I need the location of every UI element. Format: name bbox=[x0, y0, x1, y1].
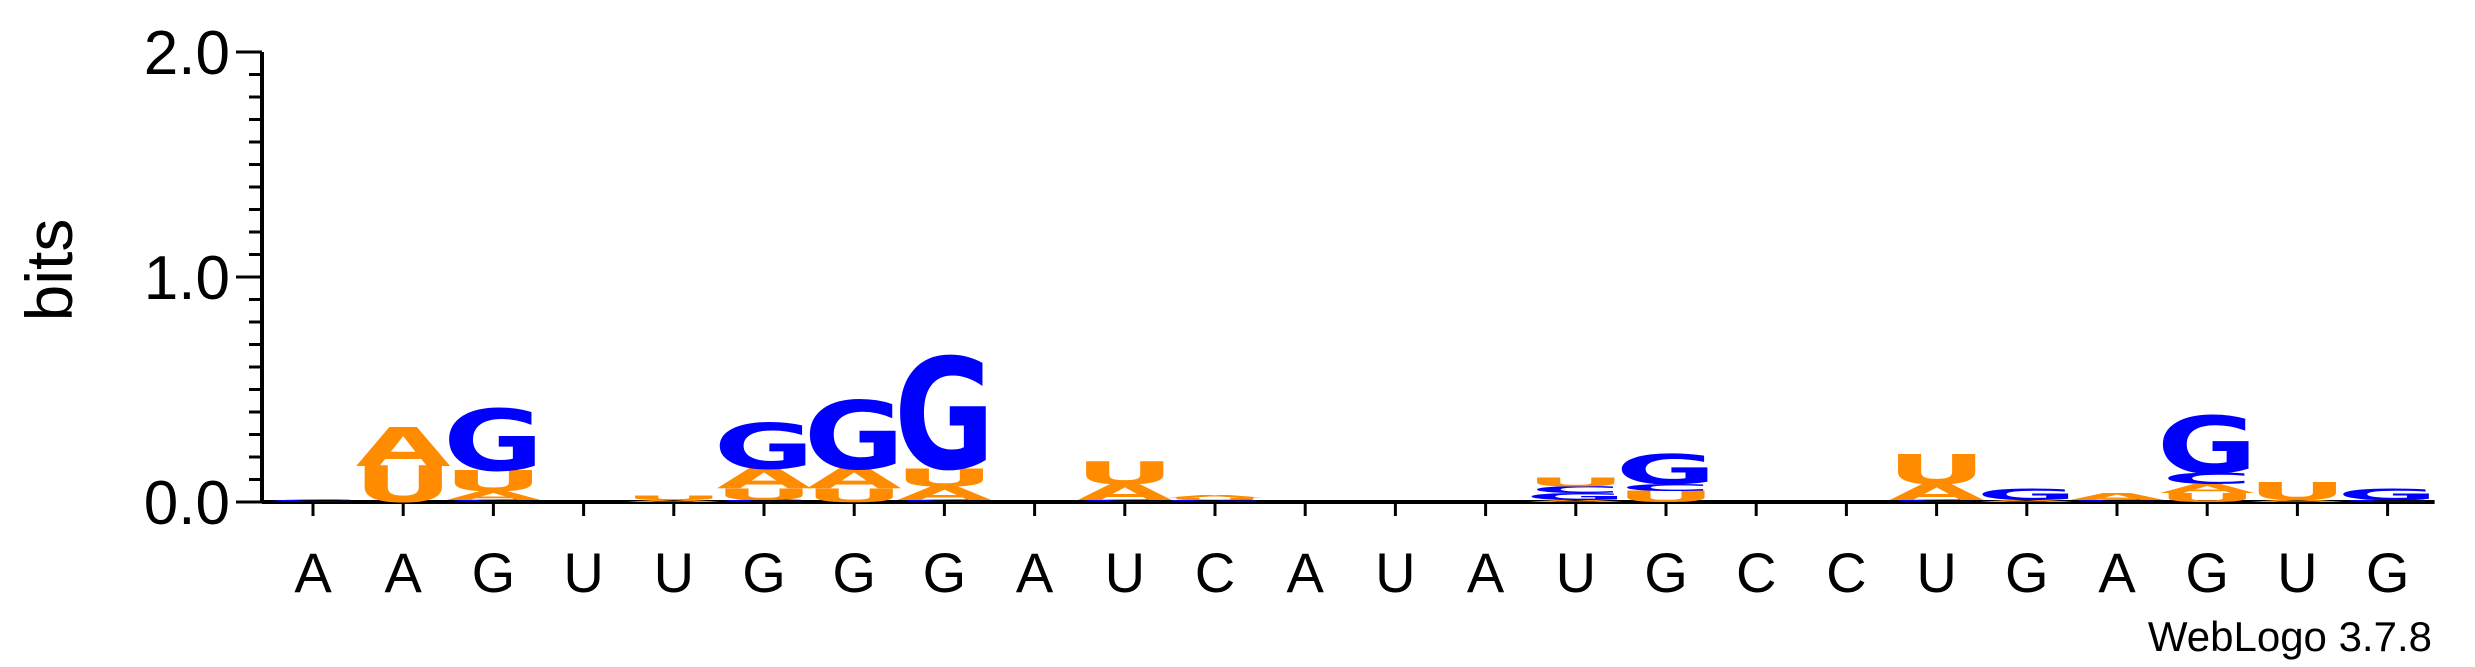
logo-letter-a: A bbox=[446, 488, 542, 503]
logo-letter-g: G bbox=[443, 392, 544, 490]
logo-letter-u: U bbox=[1075, 455, 1175, 491]
logo-letter-a: A bbox=[1167, 495, 1262, 499]
logo-letter-u: U bbox=[2157, 490, 2257, 505]
logo-letter-a: A bbox=[2160, 481, 2256, 496]
x-tick-label: G bbox=[832, 541, 876, 604]
logo-letter-c: C bbox=[2343, 499, 2433, 503]
logo-letter-u: U bbox=[714, 485, 814, 503]
logo-letter-u: U bbox=[1887, 446, 1987, 494]
logo-letter-c: C bbox=[1892, 499, 1982, 503]
y-tick-label: 1.0 bbox=[144, 244, 230, 313]
logo-letter-c: C bbox=[448, 499, 538, 503]
logo-letter-u: U bbox=[353, 456, 453, 514]
logo-letter-u: U bbox=[624, 494, 724, 501]
x-tick-label: A bbox=[294, 541, 332, 604]
x-tick-label: A bbox=[2098, 541, 2136, 604]
logo-letter-c: C bbox=[1531, 484, 1621, 495]
x-tick-label: U bbox=[2277, 541, 2317, 604]
logo-letter-u: U bbox=[1616, 488, 1716, 506]
x-tick-label: U bbox=[1916, 541, 1956, 604]
logo-letter-g: G bbox=[1616, 446, 1717, 494]
y-tick-label: 2.0 bbox=[144, 19, 230, 88]
logo-letter-c: C bbox=[719, 499, 809, 503]
x-tick-label: G bbox=[742, 541, 786, 604]
logo-letter-u: U bbox=[2248, 477, 2348, 506]
x-tick-label: A bbox=[1016, 541, 1054, 604]
logo-letter-g: G bbox=[714, 411, 815, 483]
logo-letter-u: U bbox=[1526, 475, 1626, 490]
x-tick-label: G bbox=[472, 541, 516, 604]
x-tick-label: U bbox=[654, 541, 694, 604]
logo-letter-c: C bbox=[1621, 482, 1711, 493]
x-tick-label: G bbox=[2185, 541, 2229, 604]
logo-letter-u: U bbox=[1165, 497, 1265, 501]
y-ticks: 0.0 1.0 2.0 bbox=[144, 19, 262, 538]
logo-letter-u: U bbox=[804, 485, 904, 507]
logo-letter-c: C bbox=[1080, 499, 1170, 503]
logo-letter-g: G bbox=[2337, 485, 2438, 503]
x-tick-label: G bbox=[1644, 541, 1688, 604]
x-tick-label: G bbox=[2366, 541, 2410, 604]
logo-letter-u: U bbox=[444, 465, 544, 498]
x-tick-label: G bbox=[923, 541, 967, 604]
logo-letter-a: A bbox=[1077, 479, 1172, 505]
x-tick-label: U bbox=[1556, 541, 1596, 604]
logo-letter-a: A bbox=[2250, 499, 2345, 503]
logo-letter-a: A bbox=[1528, 499, 1623, 503]
logo-letter-a: A bbox=[807, 463, 902, 496]
logo-letter-a: A bbox=[626, 499, 721, 503]
logo-letter-g: G bbox=[1976, 485, 2077, 503]
logo-letter-c: C bbox=[268, 499, 358, 503]
logo-letter-a: A bbox=[1979, 499, 2074, 503]
logo-letter-g: G bbox=[894, 326, 995, 505]
logo-letter-a: A bbox=[1889, 479, 1984, 505]
x-tick-label: U bbox=[1105, 541, 1145, 604]
y-axis-label: bits bbox=[12, 219, 86, 322]
x-tick-label: U bbox=[563, 541, 603, 604]
x-tick-label: C bbox=[1195, 541, 1235, 604]
logo-letter-a: A bbox=[897, 482, 992, 504]
logo-letter-a: A bbox=[356, 417, 451, 479]
logo-letter-g: G bbox=[1525, 491, 1626, 502]
logo-letter-c: C bbox=[2072, 499, 2162, 503]
x-tick-label: G bbox=[2005, 541, 2049, 604]
weblogo-credit: WebLogo 3.7.8 bbox=[2148, 613, 2432, 660]
x-tick-label: A bbox=[1467, 541, 1505, 604]
x-tick-label: A bbox=[385, 541, 423, 604]
logo-letter-a: A bbox=[716, 463, 811, 496]
logo-letter-c: C bbox=[2162, 470, 2252, 488]
logo-letter-u: U bbox=[895, 463, 995, 492]
logo-letter-c: C bbox=[899, 499, 989, 503]
logo-letter-a: A bbox=[2069, 491, 2164, 502]
y-tick-label: 0.0 bbox=[144, 469, 230, 538]
logo-letter-g: G bbox=[804, 382, 905, 491]
logo-letter-g: G bbox=[2157, 401, 2258, 492]
x-tick-label: U bbox=[1375, 541, 1415, 604]
x-tick-label: C bbox=[1826, 541, 1866, 604]
x-tick-label: A bbox=[1287, 541, 1325, 604]
x-tick-label: C bbox=[1736, 541, 1776, 604]
logo-letter-g: G bbox=[1165, 499, 1266, 503]
